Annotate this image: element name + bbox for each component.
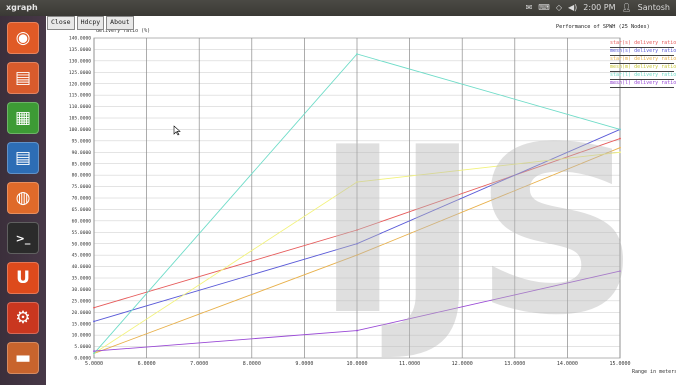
legend-entry: mesh(s) delivery ratio bbox=[610, 48, 676, 56]
y-tick-label: 60.0000 bbox=[72, 218, 92, 224]
watermark: IJS bbox=[315, 99, 640, 366]
y-tick-label: 100.0000 bbox=[69, 127, 91, 133]
x-tick-label: 14.0000 bbox=[557, 361, 578, 367]
y-tick-label: 140.0000 bbox=[69, 36, 91, 42]
xgraph-plot: 0.00005.000010.000015.000020.000025.0000… bbox=[69, 24, 676, 375]
series-5-point bbox=[356, 329, 358, 332]
volume-icon[interactable]: ◀) bbox=[568, 3, 578, 12]
series-0-point bbox=[619, 137, 621, 140]
workspace-icon[interactable]: ▬ bbox=[7, 342, 39, 374]
y-tick-label: 90.0000 bbox=[72, 150, 92, 156]
y-tick-label: 85.0000 bbox=[72, 161, 92, 167]
y-axis-label: delivery ratio (%) bbox=[96, 28, 150, 34]
system-tray: ✉ ⌨ ◇ ◀) 2:00 PM 👤︎ Santosh bbox=[526, 2, 670, 14]
y-tick-label: 0.0000 bbox=[74, 356, 91, 362]
x-tick-label: 12.0000 bbox=[452, 361, 473, 367]
x-tick-label: 8.0000 bbox=[243, 361, 261, 367]
series-5-point bbox=[93, 350, 95, 353]
y-tick-label: 40.0000 bbox=[72, 264, 92, 270]
y-tick-label: 45.0000 bbox=[72, 253, 92, 259]
legend-entry: star(s) delivery ratio bbox=[610, 40, 676, 48]
mail-icon[interactable]: ✉ bbox=[525, 3, 533, 12]
keyboard-icon[interactable]: ⌨ bbox=[538, 3, 550, 12]
terminal-icon[interactable]: >_ bbox=[7, 222, 39, 254]
series-1-point bbox=[356, 242, 358, 245]
y-tick-label: 105.0000 bbox=[69, 116, 91, 122]
y-tick-label: 20.0000 bbox=[72, 310, 92, 316]
y-tick-label: 130.0000 bbox=[69, 58, 91, 64]
x-tick-label: 11.0000 bbox=[399, 361, 420, 367]
y-tick-label: 15.0000 bbox=[72, 321, 92, 327]
impress-icon[interactable]: ▤ bbox=[7, 62, 39, 94]
about-button[interactable]: About bbox=[106, 16, 134, 30]
user-name[interactable]: Santosh bbox=[637, 3, 670, 12]
window-title: xgraph bbox=[6, 3, 38, 12]
y-tick-label: 55.0000 bbox=[72, 230, 92, 236]
x-tick-label: 5.0000 bbox=[85, 361, 103, 367]
y-tick-label: 120.0000 bbox=[69, 81, 91, 87]
ubuntu-dash-icon[interactable]: ◉ bbox=[7, 22, 39, 54]
x-axis-label: Range in meters bbox=[632, 369, 676, 375]
x-tick-label: 9.0000 bbox=[295, 361, 313, 367]
series-2-point bbox=[356, 254, 358, 257]
close-button[interactable]: Close bbox=[47, 16, 75, 30]
series-4-point bbox=[619, 128, 621, 131]
mouse-cursor-icon bbox=[173, 125, 181, 136]
x-tick-label: 15.0000 bbox=[609, 361, 630, 367]
series-3-point bbox=[356, 181, 358, 183]
writer-icon[interactable]: ▤ bbox=[7, 142, 39, 174]
xgraph-toolbar: Close Hdcpy About bbox=[46, 16, 134, 30]
legend-entry: star(m) delivery ratio bbox=[610, 56, 676, 64]
y-tick-label: 65.0000 bbox=[72, 207, 92, 213]
series-4-point bbox=[356, 53, 358, 55]
network-icon[interactable]: ◇ bbox=[555, 3, 562, 12]
hardcopy-button[interactable]: Hdcpy bbox=[76, 16, 105, 30]
ubuntu-one-icon[interactable]: U bbox=[7, 262, 39, 294]
y-tick-label: 135.0000 bbox=[69, 47, 91, 53]
top-panel: xgraph ✉ ⌨ ◇ ◀) 2:00 PM 👤︎ Santosh bbox=[0, 0, 676, 16]
x-tick-label: 10.0000 bbox=[346, 361, 367, 367]
series-1-point bbox=[93, 320, 95, 323]
y-tick-label: 35.0000 bbox=[72, 276, 92, 282]
y-tick-label: 10.0000 bbox=[72, 333, 92, 339]
legend-entry: mesh(m) delivery ratio bbox=[610, 64, 676, 72]
software-center-icon[interactable]: ◍ bbox=[7, 182, 39, 214]
series-0-point bbox=[356, 229, 358, 231]
legend-entry: star(l) delivery ratio bbox=[610, 72, 676, 80]
y-tick-label: 125.0000 bbox=[69, 70, 91, 76]
unity-launcher: ◉ ▤ ▦ ▤ ◍ >_ U ⚙ ▬ bbox=[0, 16, 46, 385]
y-tick-label: 50.0000 bbox=[72, 241, 92, 247]
y-tick-label: 25.0000 bbox=[72, 298, 92, 304]
y-tick-label: 80.0000 bbox=[72, 173, 92, 179]
series-5-point bbox=[619, 270, 621, 273]
chart-title: Performance of SPWH (25 Nodes) bbox=[556, 24, 650, 30]
y-tick-label: 5.0000 bbox=[74, 344, 91, 350]
series-3-point bbox=[619, 151, 621, 154]
user-icon: 👤︎ bbox=[621, 3, 632, 12]
y-tick-label: 115.0000 bbox=[69, 93, 91, 99]
x-tick-label: 13.0000 bbox=[504, 361, 525, 367]
series-2-point bbox=[619, 146, 621, 149]
legend-entry: mesh(l) delivery ratio bbox=[610, 80, 676, 88]
y-tick-label: 30.0000 bbox=[72, 287, 92, 293]
y-tick-label: 110.0000 bbox=[69, 104, 91, 110]
y-tick-label: 70.0000 bbox=[72, 196, 92, 202]
y-tick-label: 95.0000 bbox=[72, 138, 92, 144]
chart-legend: star(s) delivery ratio mesh(s) delivery r… bbox=[610, 40, 676, 88]
system-settings-icon[interactable]: ⚙ bbox=[7, 302, 39, 334]
series-4-point bbox=[93, 352, 95, 355]
clock[interactable]: 2:00 PM bbox=[583, 3, 616, 12]
y-tick-label: 75.0000 bbox=[72, 184, 92, 190]
x-tick-label: 7.0000 bbox=[190, 361, 208, 367]
series-0-point bbox=[93, 306, 95, 309]
calc-icon[interactable]: ▦ bbox=[7, 102, 39, 134]
x-tick-label: 6.0000 bbox=[138, 361, 156, 367]
